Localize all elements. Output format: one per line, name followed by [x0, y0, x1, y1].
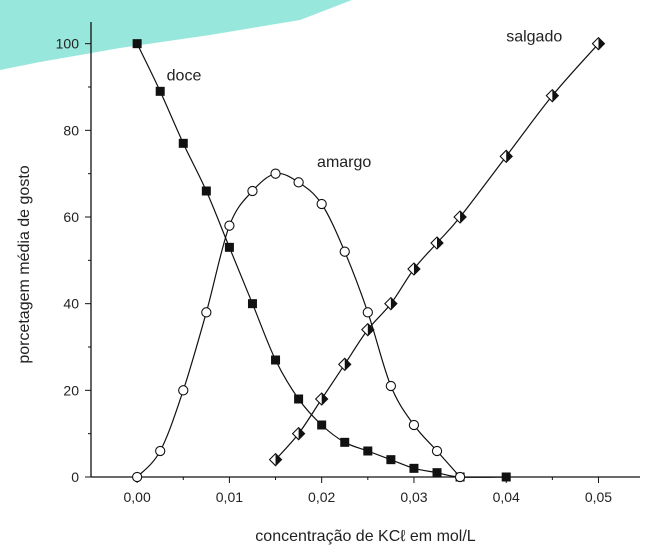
y-tick-label: 60 [63, 209, 79, 225]
point-salgado [361, 322, 375, 337]
x-tick-label: 0,05 [585, 489, 612, 505]
x-tick-label: 0,01 [216, 489, 243, 505]
point-doce [363, 446, 373, 456]
point-doce [501, 472, 511, 482]
point-doce [178, 138, 188, 148]
y-tick-label: 80 [63, 122, 79, 138]
point-doce [201, 186, 211, 196]
point-salgado [591, 36, 606, 51]
x-axis-title: concentração de KCℓ em mol/L [255, 528, 475, 545]
x-tick-label: 0,04 [493, 489, 520, 505]
curve-label-doce: doce [167, 68, 202, 85]
point-salgado [499, 149, 513, 164]
point-amargo [155, 445, 166, 457]
point-doce [224, 242, 234, 252]
point-doce [409, 463, 419, 473]
point-salgado-fill [298, 427, 305, 440]
point-salgado-fill [321, 393, 328, 405]
point-amargo [362, 307, 373, 318]
point-doce [132, 39, 142, 49]
point-salgado-fill [552, 89, 559, 102]
y-tick-label: 40 [63, 296, 79, 312]
point-doce [432, 468, 442, 478]
point-doce [294, 394, 304, 404]
point-amargo [293, 177, 304, 188]
point-amargo [247, 185, 258, 197]
point-amargo [385, 380, 397, 392]
text-labels: doce amargo salgado [167, 29, 563, 172]
point-amargo [131, 471, 143, 483]
point-amargo [178, 385, 189, 396]
point-salgado [407, 262, 421, 276]
point-salgado-fill [506, 150, 513, 163]
point-amargo [201, 307, 212, 318]
point-doce [340, 437, 350, 447]
point-doce [247, 299, 257, 309]
point-salgado [291, 426, 306, 441]
point-salgado-fill [390, 297, 397, 310]
point-salgado [545, 88, 560, 103]
point-salgado-fill [367, 323, 374, 336]
point-salgado-fill [437, 237, 444, 249]
point-salgado [453, 210, 467, 224]
series-curves [136, 43, 599, 478]
x-tick-label: 0,00 [124, 489, 151, 505]
point-salgado [314, 392, 329, 406]
point-salgado-fill [460, 211, 467, 223]
point-amargo [316, 198, 327, 210]
y-axis-title: porcetagem média de gosto [16, 165, 33, 363]
x-tick-label: 0,02 [308, 489, 335, 505]
point-salgado-fill [344, 358, 351, 371]
point-amargo [408, 419, 420, 431]
curve-label-amargo: amargo [317, 154, 371, 171]
point-salgado-fill [598, 37, 605, 50]
point-doce [155, 86, 165, 96]
point-doce [271, 355, 281, 365]
point-salgado [337, 357, 352, 372]
point-doce [386, 455, 396, 465]
point-amargo [270, 168, 281, 179]
point-amargo [224, 220, 235, 231]
point-salgado [384, 296, 398, 311]
point-doce [317, 420, 327, 430]
point-amargo [431, 445, 443, 457]
curve-label-salgado: salgado [506, 29, 562, 46]
corner-decoration [0, 0, 352, 70]
y-tick-label: 100 [56, 36, 80, 52]
y-tick-label: 20 [63, 382, 79, 398]
series-line-doce [136, 43, 507, 478]
axes: 0 20 40 60 80 100 0,00 0,01 0,02 0,03 0,04 0,05 conc… [16, 22, 640, 545]
point-salgado-fill [413, 263, 420, 275]
series-markers [131, 36, 606, 483]
y-tick-label: 0 [71, 469, 79, 485]
point-salgado [430, 236, 444, 250]
point-salgado-fill [275, 453, 282, 466]
point-salgado [268, 452, 283, 467]
point-amargo [339, 246, 350, 257]
x-tick-label: 0,03 [400, 489, 427, 505]
point-amargo [454, 471, 466, 483]
